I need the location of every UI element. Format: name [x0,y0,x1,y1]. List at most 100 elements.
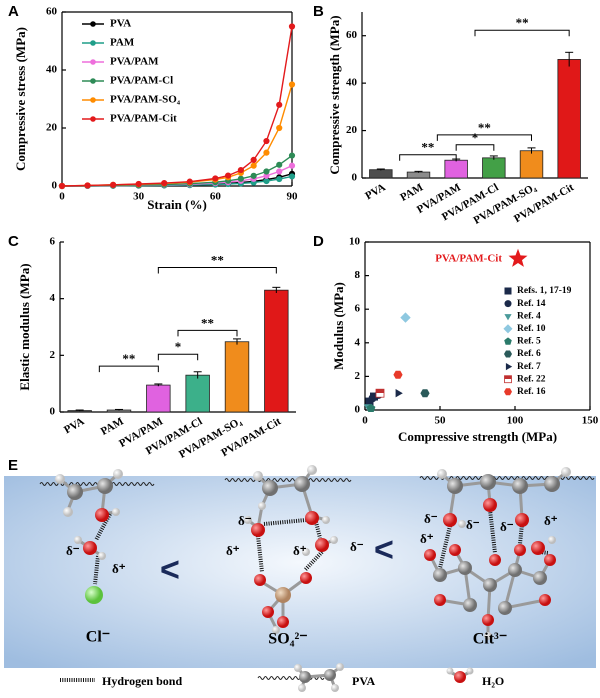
x-tick-label: 30 [133,191,145,203]
atom [95,508,109,522]
significance-label: ** [211,252,224,267]
atom [331,684,339,692]
marker [508,248,528,267]
hydrogen-bond [93,555,100,585]
y-tick-label: 4 [355,336,361,348]
y-tick-label: 60 [46,6,58,18]
marker [393,370,403,379]
legend-label: Ref. 22 [517,374,546,384]
significance-label: ** [421,140,434,155]
atom [514,544,526,556]
point [276,175,283,183]
y-axis-label: Compressive strength (MPa) [327,15,342,174]
atom [302,548,310,556]
atom [83,541,97,555]
x-axis-label: Strain (%) [147,197,207,212]
marker [366,403,376,412]
legend-marker [504,388,512,396]
atom [262,480,278,496]
atom [531,541,545,555]
y-tick-label: 10 [349,236,361,248]
legend-marker [503,324,513,334]
atom [251,523,265,537]
ion-label: Cit³⁻ [473,631,508,648]
bar [224,341,250,413]
significance-bracket [157,353,199,361]
x-tick-label: PAM [398,181,426,204]
point [212,175,219,182]
delta-label: δ⁻ [238,513,252,528]
bar [406,171,431,179]
hydrogen-bond [303,550,324,572]
y-tick-label: 40 [46,64,58,76]
legend-marker [90,78,96,84]
legend-label: PVA/PAM-Cit [110,113,177,125]
legend-label: Ref. 14 [517,299,546,309]
atom [307,465,317,475]
atom [484,632,492,640]
atom [489,554,501,566]
highlight-label: PVA/PAM-Cit [435,252,502,264]
bar [557,59,581,179]
atom [112,508,120,516]
point [288,173,296,180]
marker [375,388,385,398]
panel-label: E [8,457,18,474]
delta-label: δ⁻ [500,519,514,534]
marker [400,312,411,323]
point [288,152,296,159]
legend-marker [504,314,512,321]
y-axis-label: Modulus (MPa) [331,282,346,370]
point [225,172,232,179]
atom [482,614,494,626]
significance-bracket [436,134,532,141]
delta-label: δ⁺ [112,561,126,576]
x-tick-label: 50 [435,415,447,427]
legend-marker [90,97,96,103]
significance-bracket [455,144,495,151]
atom [544,476,560,492]
y-tick-label: 0 [50,406,56,418]
y-axis-label: Compressive stress (MPa) [13,27,28,171]
marker [368,394,377,403]
point [250,162,257,169]
y-tick-label: 2 [355,370,361,382]
atom [449,544,461,556]
delta-label: δ⁻ [466,517,480,532]
marker [365,397,374,406]
legend-label: Hydrogen bond [102,674,182,688]
atom [67,484,83,500]
hydrogen-bond [314,521,322,539]
y-tick-label: 20 [46,122,58,134]
x-tick-label: 0 [59,191,65,203]
x-tick-label: 60 [210,191,222,203]
point [276,161,283,168]
significance-label: ** [478,120,491,135]
atom [336,663,344,671]
marker [395,389,403,398]
atom [258,502,266,510]
point [186,178,193,185]
hydrogen-bond [488,509,497,554]
point [288,81,296,88]
bar [146,384,171,413]
y-tick-label: 8 [355,269,361,281]
ion-label: Cl⁻ [86,629,110,646]
x-tick-label: 150 [582,415,599,427]
significance-label: ** [201,315,214,330]
bar [185,374,210,413]
legend-marker [90,21,96,27]
point [250,172,257,179]
legend-marker [504,300,512,308]
point [288,23,296,30]
atom [424,549,436,561]
atom [512,478,528,494]
point [276,101,283,108]
atom [437,469,447,479]
atom [483,578,497,592]
atom [483,498,497,512]
delta-label: δ⁺ [544,513,558,528]
atom [254,574,266,586]
scheme: E δ⁻ δ⁺ δ⁻ δ⁺ δ⁺ δ⁻ δ⁻ δ⁺ δ⁻ δ⁻ δ⁺ < < C… [4,457,596,692]
atom [454,671,466,683]
